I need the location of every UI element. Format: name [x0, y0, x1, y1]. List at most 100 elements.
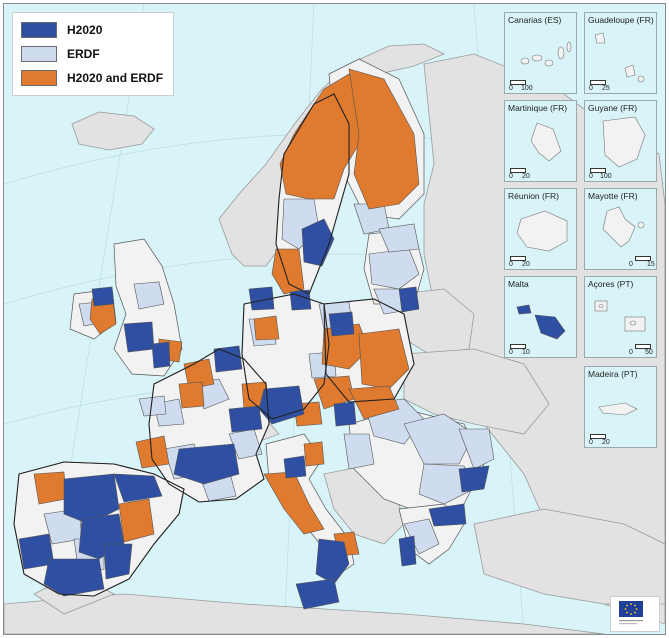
scale-bar	[590, 80, 606, 85]
region-both	[253, 315, 280, 341]
inset-guyane-shape	[602, 116, 646, 168]
inset-title: Réunion (FR)	[508, 191, 560, 201]
region-h2020	[213, 345, 243, 373]
inset-acores-shape	[594, 300, 646, 332]
scale-label-zero: 0	[509, 261, 513, 268]
map-frame: H2020 ERDF H2020 and ERDF Canarias (ES) …	[3, 3, 666, 635]
inset-title: Mayotte (FR)	[588, 191, 638, 201]
inset-malta-shape	[516, 304, 566, 340]
scale-label-max: 20	[522, 261, 530, 268]
inset-martinique: Martinique (FR) 0 20	[504, 100, 577, 182]
region-both	[118, 498, 155, 543]
scale-label-max: 20	[522, 173, 530, 180]
legend-label-h2020: H2020	[67, 23, 103, 37]
region-both	[33, 471, 67, 505]
region-erdf	[343, 433, 375, 470]
scale-bar	[510, 80, 526, 85]
region-h2020	[123, 321, 155, 353]
scale-bar	[510, 168, 526, 173]
region-h2020	[398, 286, 420, 313]
inset-madeira-shape	[598, 402, 638, 416]
scale-label-zero: 0	[629, 261, 633, 268]
inset-title: Malta	[508, 279, 529, 289]
scale-label-zero: 0	[509, 349, 513, 356]
region-h2020	[398, 535, 417, 567]
inset-madeira: Madeira (PT) 0 20	[584, 366, 657, 448]
scale-bar	[590, 434, 606, 439]
ukraine	[403, 348, 550, 435]
legend-item-erdf: ERDF	[21, 45, 100, 63]
region-h2020	[91, 286, 115, 307]
iceland	[71, 111, 155, 151]
turkey	[473, 508, 665, 605]
region-both	[303, 441, 325, 467]
region-both	[135, 435, 170, 469]
scale-bar	[510, 256, 526, 261]
region-h2020	[328, 311, 355, 337]
region-both	[348, 68, 420, 210]
scale-label-max: 15	[647, 261, 655, 268]
region-h2020	[458, 465, 490, 493]
region-h2020	[113, 473, 163, 503]
region-both	[178, 381, 205, 409]
region-h2020	[295, 578, 340, 610]
scale-label-max: 50	[645, 349, 653, 356]
region-erdf	[458, 428, 495, 470]
inset-reunion-shape	[516, 210, 568, 252]
region-h2020	[228, 405, 263, 433]
inset-canarias-shape	[520, 41, 572, 67]
region-both	[358, 328, 410, 390]
region-erdf	[133, 281, 165, 310]
inset-title: Guyane (FR)	[588, 103, 638, 113]
legend: H2020 ERDF H2020 and ERDF	[12, 12, 174, 96]
eu-logo	[610, 596, 660, 632]
inset-title: Madeira (PT)	[588, 369, 638, 379]
legend-swatch-h2020	[21, 22, 57, 38]
legend-label-both: H2020 and ERDF	[67, 71, 164, 85]
region-h2020	[151, 341, 171, 369]
region-h2020	[173, 443, 240, 485]
inset-guyane: Guyane (FR) 0 100	[584, 100, 657, 182]
region-h2020	[43, 558, 105, 597]
scale-label-max: 20	[602, 439, 610, 446]
scale-label-zero: 0	[629, 349, 633, 356]
inset-martinique-shape	[530, 122, 562, 162]
eu-flag-icon	[619, 601, 643, 625]
region-h2020	[301, 218, 335, 267]
scale-label-zero: 0	[509, 85, 513, 92]
region-h2020	[333, 401, 357, 427]
legend-label-erdf: ERDF	[67, 47, 100, 61]
inset-acores: Açores (PT) 0 50	[584, 276, 657, 358]
inset-title: Açores (PT)	[588, 279, 634, 289]
scale-bar	[635, 344, 651, 349]
region-h2020	[428, 503, 467, 527]
scale-bar	[590, 168, 606, 173]
scale-bar	[635, 256, 651, 261]
scale-label-zero: 0	[589, 85, 593, 92]
inset-malta: Malta 0 10	[504, 276, 577, 358]
scale-bar	[510, 344, 526, 349]
region-both	[279, 73, 365, 200]
inset-title: Guadeloupe (FR)	[588, 15, 654, 25]
north-africa	[4, 593, 605, 634]
scale-label-zero: 0	[589, 173, 593, 180]
h2020-regions	[18, 218, 490, 610]
region-both	[183, 358, 215, 390]
region-h2020	[103, 543, 133, 580]
scale-label-max: 10	[522, 349, 530, 356]
inset-reunion: Réunion (FR) 0 20	[504, 188, 577, 270]
scale-label-max: 100	[521, 85, 533, 92]
region-h2020	[258, 385, 305, 425]
scale-label-max: 100	[600, 173, 612, 180]
inset-guadeloupe-shape	[594, 32, 645, 83]
region-erdf	[138, 395, 167, 417]
scale-label-max: 25	[602, 85, 610, 92]
legend-item-both: H2020 and ERDF	[21, 69, 163, 87]
scale-label-zero: 0	[589, 439, 593, 446]
inset-title: Martinique (FR)	[508, 103, 568, 113]
legend-swatch-both	[21, 70, 57, 86]
national-borders	[13, 93, 415, 597]
region-h2020	[283, 455, 307, 479]
inset-title: Canarias (ES)	[508, 15, 562, 25]
region-h2020	[315, 538, 350, 585]
